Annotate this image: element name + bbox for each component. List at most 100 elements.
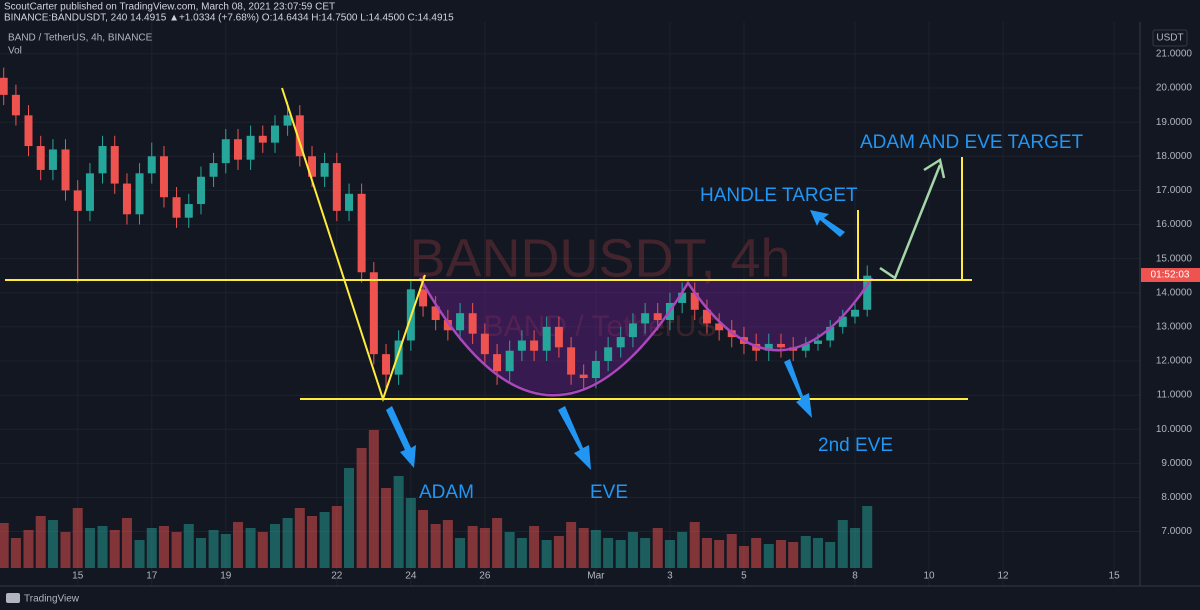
candle-body	[48, 149, 57, 170]
y-tick-label: 10.0000	[1156, 424, 1193, 435]
volume-bar	[307, 516, 318, 568]
volume-bar	[84, 528, 95, 568]
volume-bar	[677, 532, 688, 568]
candle-body	[505, 350, 514, 372]
volume-bar	[356, 448, 367, 568]
candle-body	[653, 313, 662, 321]
volume-bar	[195, 538, 206, 568]
volume-bar	[331, 506, 342, 568]
candle-body	[776, 343, 785, 348]
y-tick-label: 8.0000	[1161, 492, 1192, 503]
volume-bar	[232, 522, 243, 568]
cup-arc	[418, 277, 874, 397]
volume-bar	[640, 538, 651, 568]
volume-bar	[467, 526, 478, 568]
countdown-box	[1141, 268, 1200, 282]
candle-body	[715, 323, 724, 331]
y-tick-label: 14.0000	[1156, 287, 1193, 298]
y-tick-label: 18.0000	[1156, 151, 1193, 162]
watermark: BANDUSDT, 4h	[409, 228, 790, 288]
candle-body	[826, 326, 835, 341]
candle-body	[678, 292, 687, 303]
volume-bar	[171, 532, 182, 568]
adam-lines	[281, 87, 426, 403]
x-tick-label: Mar	[587, 571, 605, 582]
price-axis	[1140, 0, 1200, 610]
candle-body	[604, 347, 613, 361]
volume-bar	[344, 468, 355, 568]
candle-body	[838, 316, 847, 327]
volume-bar	[701, 538, 712, 568]
candle-body	[98, 146, 107, 174]
volume-bar	[652, 528, 663, 568]
volume-bar	[47, 520, 58, 568]
volume-bar	[850, 528, 860, 568]
candle-body	[221, 139, 230, 164]
annotation: 2nd EVE	[818, 435, 893, 456]
candle-body	[135, 173, 144, 215]
candle-body	[542, 326, 551, 351]
volume-bar	[270, 524, 281, 568]
annotation: ADAM AND EVE TARGET	[860, 132, 1084, 153]
candle-body	[554, 326, 563, 348]
volume-bar	[10, 538, 21, 568]
volume-bar	[553, 536, 564, 568]
volume-bar	[529, 526, 540, 568]
candle-body	[851, 309, 859, 317]
volume-layer	[0, 430, 873, 568]
candle-body	[246, 135, 255, 160]
volume-bar	[405, 498, 416, 568]
x-tick-label: 19	[220, 571, 232, 582]
candle-body	[579, 374, 588, 379]
volume-bar	[590, 530, 601, 568]
x-tick-label: 8	[852, 571, 858, 582]
candle-body	[616, 337, 625, 348]
candle-body	[863, 275, 872, 310]
volume-bar	[689, 522, 700, 568]
arrow	[810, 210, 845, 237]
volume-bar	[578, 528, 589, 568]
volume-bar	[257, 532, 268, 568]
volume-bar	[368, 430, 379, 568]
volume-bar	[825, 542, 836, 568]
candle-body	[271, 125, 280, 143]
volume-bar	[442, 520, 453, 568]
vol-label: Vol	[8, 46, 22, 57]
arrow	[386, 406, 416, 468]
candle-body	[196, 176, 205, 205]
candle-body	[110, 146, 119, 184]
volume-bar	[134, 540, 145, 568]
volume-bar	[146, 528, 157, 568]
volume-bar	[418, 510, 429, 568]
x-tick-label: 17	[146, 571, 158, 582]
publisher: ScoutCarter published on TradingView.com…	[4, 2, 335, 13]
x-tick-label: 22	[331, 571, 343, 582]
volume-bar	[60, 532, 71, 568]
volume-bar	[35, 516, 46, 568]
projection-head	[923, 158, 946, 179]
y-tick-label: 12.0000	[1156, 356, 1193, 367]
symbol-line: BINANCE:BANDUSDT, 240 14.4915 ▲+1.0334 (…	[4, 13, 454, 24]
candle-body	[332, 163, 341, 211]
volume-bar	[714, 540, 725, 568]
volume-bar	[479, 528, 490, 568]
candle-body	[641, 313, 650, 324]
y-tick-label: 20.0000	[1156, 83, 1193, 94]
x-tick-label: 5	[741, 571, 747, 582]
candle-body	[801, 343, 810, 351]
cup-fill	[420, 280, 870, 394]
candle-body	[73, 190, 82, 211]
candle-body	[419, 289, 428, 307]
x-tick-label: 15	[72, 571, 84, 582]
candle-body	[764, 343, 773, 351]
volume-bar	[751, 538, 762, 568]
y-tick-label: 19.0000	[1156, 117, 1193, 128]
y-tick-label: 21.0000	[1156, 49, 1193, 60]
y-tick-label: 16.0000	[1156, 219, 1193, 230]
candle-body	[11, 94, 20, 116]
annotation: ADAM	[419, 482, 474, 503]
volume-bar	[393, 476, 404, 568]
volume-bar	[788, 542, 799, 568]
candle-body	[283, 115, 292, 126]
header-bg	[0, 0, 1200, 22]
